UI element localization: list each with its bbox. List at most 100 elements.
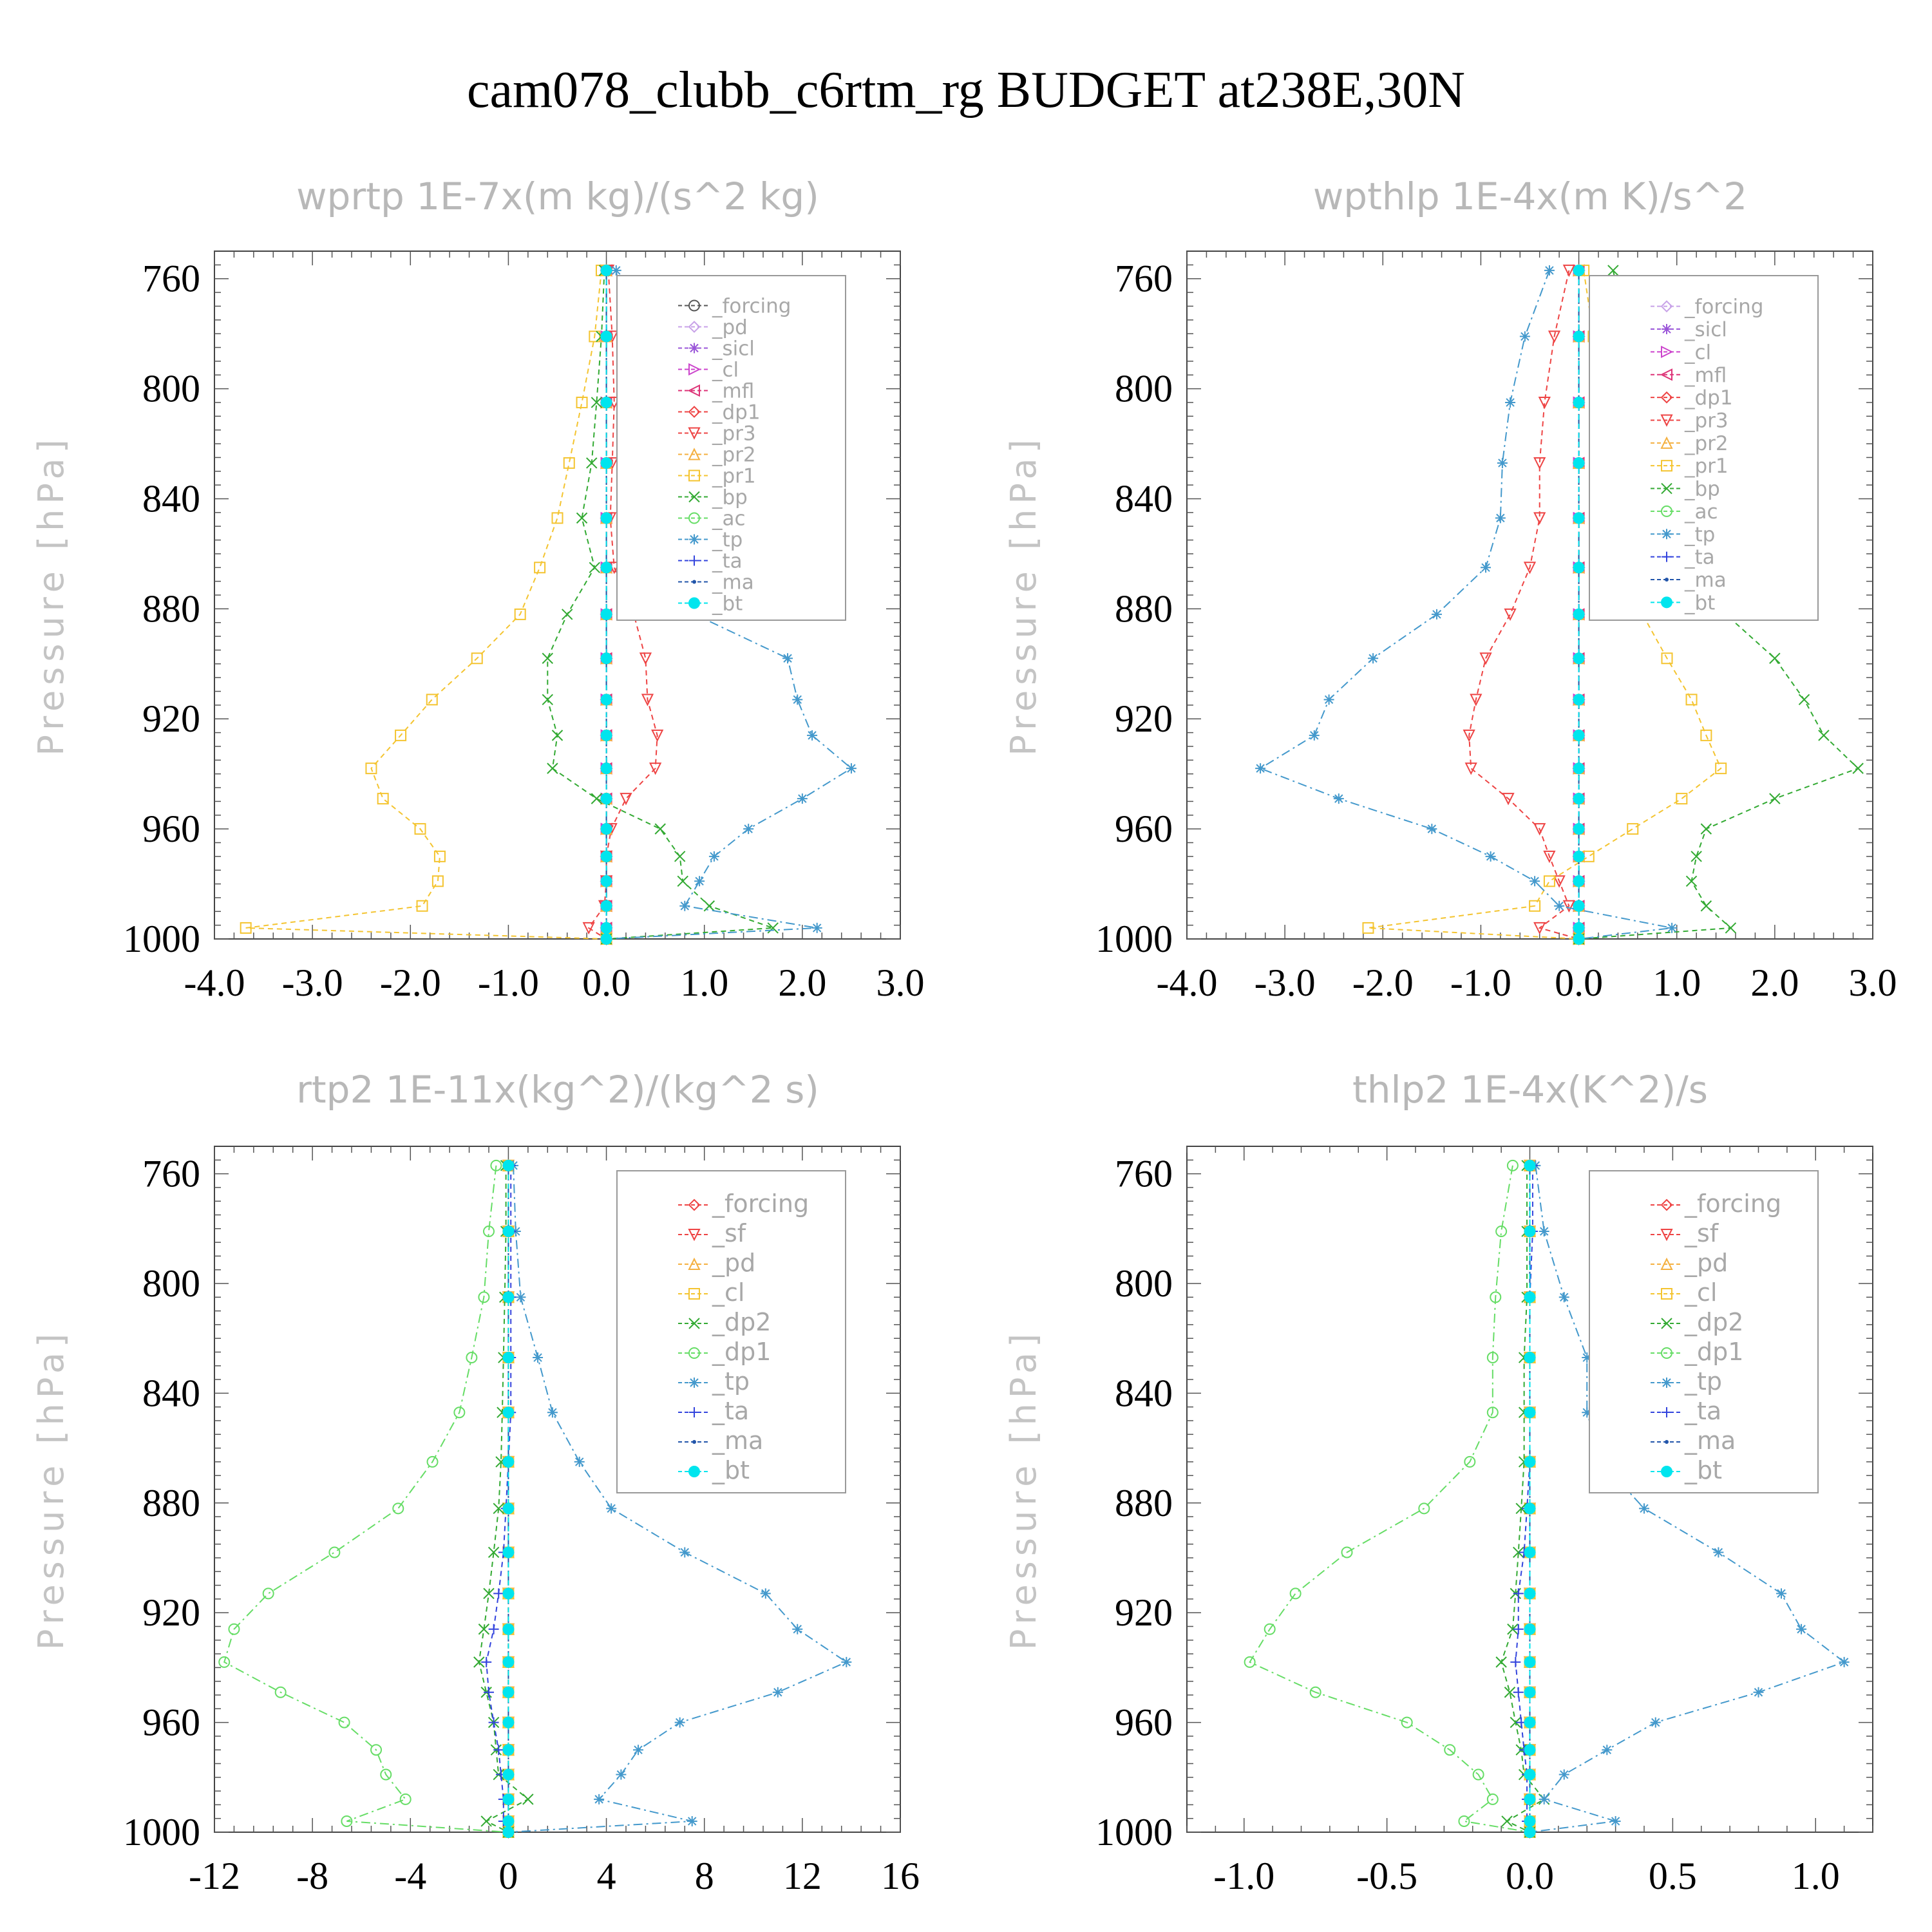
y-tick-label: 1000 bbox=[123, 1811, 200, 1853]
data-point bbox=[502, 1546, 515, 1558]
legend-label: _ma bbox=[1684, 1426, 1736, 1455]
x-tick-label: 0.5 bbox=[1649, 1855, 1697, 1897]
y-tick-label: 840 bbox=[1115, 477, 1173, 520]
data-point bbox=[1524, 1793, 1536, 1805]
data-point bbox=[414, 823, 426, 835]
data-point bbox=[1504, 608, 1517, 621]
legend-label: _bt bbox=[712, 592, 743, 616]
legend: _forcing_sf_pd_cl_dp2_dp1_tp_ta_ma_bt bbox=[1589, 1170, 1819, 1493]
data-point bbox=[502, 1716, 515, 1728]
y-tick-label: 800 bbox=[1115, 368, 1173, 410]
data-point bbox=[1769, 793, 1781, 804]
series-line bbox=[587, 270, 658, 940]
data-point bbox=[616, 1769, 627, 1780]
data-point bbox=[600, 264, 612, 276]
data-point bbox=[502, 1686, 515, 1698]
y-tick-label: 920 bbox=[1115, 697, 1173, 740]
data-point bbox=[1753, 1687, 1764, 1698]
data-point bbox=[811, 922, 822, 933]
data-point bbox=[600, 512, 612, 524]
data-point bbox=[1524, 1352, 1536, 1364]
data-point bbox=[1685, 875, 1698, 887]
legend-label: _dp1 bbox=[1684, 386, 1733, 410]
data-point bbox=[1543, 875, 1555, 887]
data-point bbox=[1533, 457, 1546, 470]
data-point bbox=[1530, 876, 1540, 887]
data-point bbox=[1700, 729, 1712, 741]
data-point bbox=[502, 1226, 515, 1238]
x-tick-label: 0.0 bbox=[1506, 1855, 1554, 1897]
data-point bbox=[1685, 694, 1698, 706]
data-point bbox=[534, 562, 546, 574]
legend-label: _bt bbox=[1684, 591, 1715, 614]
data-point bbox=[589, 562, 601, 573]
legend-marker bbox=[688, 448, 701, 460]
x-tick-label: -4.0 bbox=[184, 961, 245, 1004]
legend-marker bbox=[689, 1407, 699, 1417]
data-point bbox=[846, 763, 857, 774]
data-point bbox=[641, 694, 654, 706]
data-point bbox=[594, 1794, 605, 1804]
data-point bbox=[1524, 1815, 1536, 1827]
data-point bbox=[1839, 1656, 1850, 1667]
data-point bbox=[1582, 1352, 1593, 1363]
legend-label: _ma bbox=[712, 571, 754, 594]
legend-label: _mfl bbox=[712, 380, 754, 403]
data-point bbox=[483, 1226, 495, 1238]
legend: _forcing_sf_pd_cl_dp2_dp1_tp_ta_ma_bt bbox=[616, 1170, 846, 1493]
y-tick-label: 760 bbox=[1115, 258, 1173, 300]
x-tick-label: -3.0 bbox=[1255, 961, 1316, 1004]
data-point bbox=[1573, 900, 1585, 912]
y-tick-label: 800 bbox=[142, 1262, 200, 1305]
data-point bbox=[1700, 823, 1712, 835]
y-tick-label: 1000 bbox=[1095, 918, 1173, 960]
legend-marker bbox=[688, 1288, 700, 1300]
data-point bbox=[1573, 793, 1585, 805]
data-point bbox=[1852, 762, 1864, 774]
data-point bbox=[1513, 1588, 1524, 1599]
data-point bbox=[782, 653, 793, 664]
legend-marker bbox=[688, 491, 700, 503]
legend-marker bbox=[688, 597, 700, 609]
panel-title: thlp2 1E-4x(K^2)/s bbox=[1352, 1068, 1708, 1112]
series-line bbox=[1258, 270, 1672, 940]
legend-label: _dp2 bbox=[712, 1308, 771, 1336]
legend-label: _pr2 bbox=[712, 444, 756, 467]
y-axis-label: Pressure [hPa] bbox=[1003, 1329, 1044, 1650]
data-point bbox=[1264, 1623, 1276, 1635]
y-tick-label: 960 bbox=[1115, 1701, 1173, 1744]
legend-box bbox=[1589, 275, 1819, 621]
series-line bbox=[1468, 270, 1579, 940]
data-point bbox=[453, 1406, 466, 1419]
data-point bbox=[792, 694, 803, 705]
data-point bbox=[600, 330, 612, 343]
legend-marker bbox=[1662, 1378, 1672, 1388]
data-point bbox=[633, 1745, 644, 1756]
data-point bbox=[341, 1815, 353, 1827]
legend-label: _pr1 bbox=[712, 465, 756, 488]
data-point bbox=[1539, 1226, 1549, 1237]
legend-label: _ac bbox=[712, 507, 746, 531]
data-point bbox=[483, 1587, 495, 1600]
data-point bbox=[392, 1502, 404, 1515]
legend-marker bbox=[1660, 1229, 1673, 1242]
data-point bbox=[1524, 1826, 1536, 1838]
y-tick-label: 760 bbox=[142, 258, 200, 300]
data-point bbox=[1676, 793, 1688, 805]
data-point bbox=[679, 900, 690, 911]
data-point bbox=[1464, 762, 1477, 775]
data-point bbox=[600, 652, 612, 665]
data-point bbox=[1505, 397, 1516, 408]
series-line bbox=[1501, 1165, 1546, 1833]
legend-marker bbox=[688, 1198, 701, 1211]
data-point bbox=[1401, 1716, 1413, 1728]
data-point bbox=[1539, 1794, 1549, 1804]
data-point bbox=[488, 1717, 499, 1728]
data-point bbox=[542, 652, 553, 664]
x-tick-label: -8 bbox=[296, 1855, 328, 1897]
data-point bbox=[1798, 694, 1810, 706]
legend-label: _pd bbox=[1684, 1249, 1728, 1277]
data-point bbox=[562, 609, 573, 620]
legend-marker bbox=[688, 512, 700, 524]
legend-marker bbox=[688, 1318, 700, 1329]
